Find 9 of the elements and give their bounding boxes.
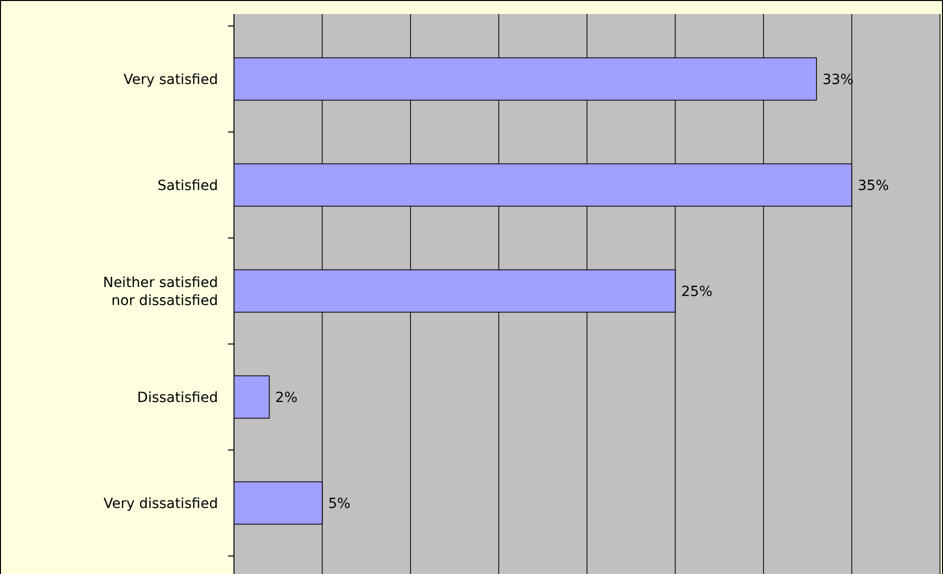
y-tick-label: Dissatisfied [137,390,218,406]
y-tick-label: Satisfied [158,178,218,194]
data-label: 2% [275,390,298,406]
data-label: 25% [681,284,712,300]
data-label: 5% [328,496,350,512]
y-tick-label: Very dissatisfied [103,496,218,512]
y-tick-label: Very satisfied [124,72,218,88]
y-tick-label: Neither satisfied nor dissatisfied [102,274,218,310]
data-label: 35% [858,178,889,194]
